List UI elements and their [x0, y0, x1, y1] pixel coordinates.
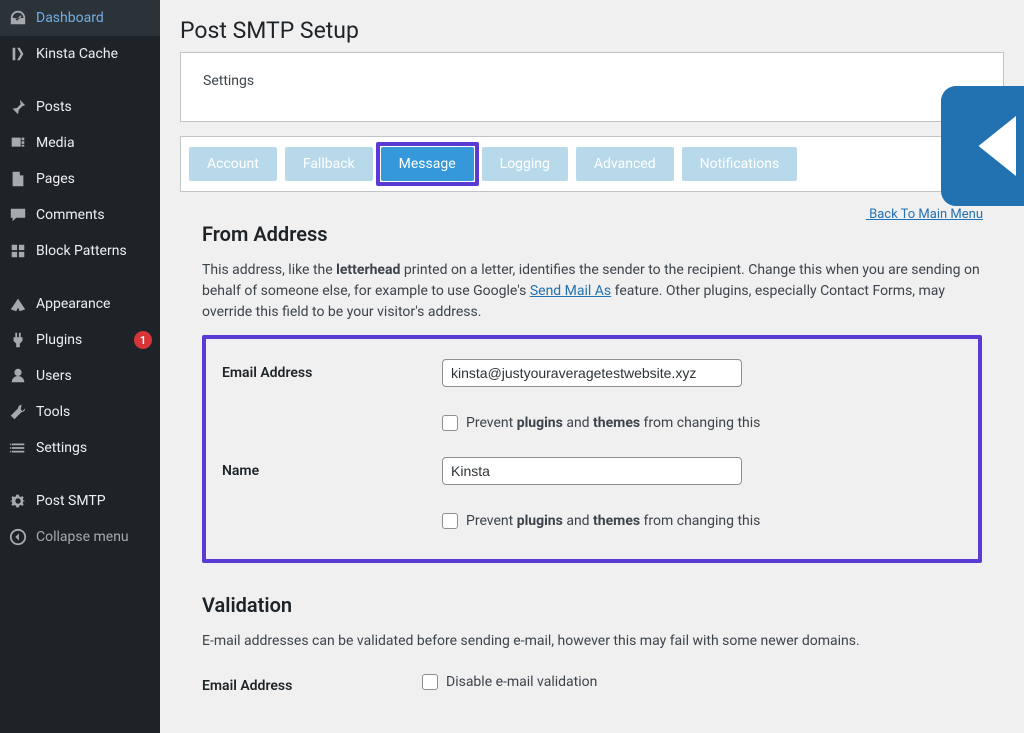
checkbox-disable-validation[interactable]	[422, 674, 438, 690]
sidebar-item-label: Block Patterns	[36, 243, 152, 259]
label-name: Name	[222, 457, 442, 479]
sidebar-item-block-patterns[interactable]: Block Patterns	[0, 233, 160, 269]
sidebar-separator	[0, 275, 160, 280]
input-name[interactable]	[442, 457, 742, 485]
plugins-icon	[8, 330, 28, 350]
tab-advanced[interactable]: Advanced	[576, 147, 674, 181]
sidebar-item-kinsta-cache[interactable]: Kinsta Cache	[0, 36, 160, 72]
label-disable-validation[interactable]: Disable e-mail validation	[446, 674, 597, 690]
collapse-icon	[8, 527, 28, 547]
label-prevent-name-change[interactable]: Prevent plugins and themes from changing…	[466, 513, 760, 529]
arrow-left-box-icon	[851, 71, 866, 86]
section-validation: Validation E-mail addresses can be valid…	[202, 593, 982, 708]
validation-description: E-mail addresses can be validated before…	[202, 631, 982, 652]
sidebar-item-label: Post SMTP	[36, 493, 152, 509]
input-email-address[interactable]	[442, 359, 742, 387]
label-prevent-email-change[interactable]: Prevent plugins and themes from changing…	[466, 415, 760, 431]
settings-icon	[8, 438, 28, 458]
sidebar-item-post-smtp[interactable]: Post SMTP	[0, 483, 160, 519]
tab-message[interactable]: Message	[381, 147, 474, 181]
kinsta-icon	[8, 44, 28, 64]
back-to-main-link[interactable]: Back To Main Menu	[851, 71, 983, 222]
sidebar-item-appearance[interactable]: Appearance	[0, 286, 160, 322]
appearance-icon	[8, 294, 28, 314]
sidebar-item-label: Dashboard	[36, 10, 152, 26]
from-address-highlight-box: Email Address Prevent plugins and themes…	[202, 335, 982, 563]
from-address-heading: From Address	[202, 222, 982, 246]
sidebar-separator	[0, 472, 160, 477]
tab-account[interactable]: Account	[189, 147, 277, 181]
sidebar-item-users[interactable]: Users	[0, 358, 160, 394]
pin-icon	[8, 97, 28, 117]
page-title: Post SMTP Setup	[180, 8, 1004, 52]
media-icon	[8, 133, 28, 153]
tab-highlight-border	[376, 142, 479, 186]
row-disable-validation: Disable e-mail validation	[422, 672, 982, 700]
section-from-address: From Address This address, like the lett…	[202, 222, 982, 563]
dashboard-icon	[8, 8, 28, 28]
sidebar-item-label: Pages	[36, 171, 152, 187]
sidebar-item-label: Media	[36, 135, 152, 151]
sidebar-item-label: Settings	[36, 440, 152, 456]
label-email-address: Email Address	[222, 359, 442, 381]
settings-card: Settings Back To Main Menu	[180, 52, 1004, 122]
tools-icon	[8, 402, 28, 422]
sidebar-item-posts[interactable]: Posts	[0, 89, 160, 125]
comments-icon	[8, 205, 28, 225]
sidebar-item-label: Appearance	[36, 296, 152, 312]
row-prevent-email-change: Prevent plugins and themes from changing…	[442, 407, 962, 441]
tab-logging[interactable]: Logging	[482, 147, 568, 181]
admin-sidebar: Dashboard Kinsta Cache Posts Media Pages Comm…	[0, 0, 160, 733]
update-badge: 1	[134, 331, 152, 349]
send-mail-as-link[interactable]: Send Mail As	[530, 283, 611, 299]
gear-icon	[8, 491, 28, 511]
sidebar-item-label: Plugins	[36, 332, 130, 348]
sidebar-item-collapse-menu[interactable]: Collapse menu	[0, 519, 160, 555]
main-content: Post SMTP Setup Settings Back To Main Me…	[160, 0, 1024, 733]
validation-heading: Validation	[202, 593, 982, 617]
sidebar-item-label: Kinsta Cache	[36, 46, 152, 62]
row-prevent-name-change: Prevent plugins and themes from changing…	[442, 505, 962, 539]
sidebar-item-media[interactable]: Media	[0, 125, 160, 161]
sidebar-item-pages[interactable]: Pages	[0, 161, 160, 197]
sidebar-item-label: Users	[36, 368, 152, 384]
from-address-description: This address, like the letterhead printe…	[202, 260, 982, 323]
back-to-main-label: Back To Main Menu	[869, 207, 983, 222]
tab-notifications[interactable]: Notifications	[682, 147, 798, 181]
sidebar-item-settings[interactable]: Settings	[0, 430, 160, 466]
sidebar-item-tools[interactable]: Tools	[0, 394, 160, 430]
row-name: Name Prevent plugins and themes from cha…	[222, 449, 962, 547]
sidebar-item-dashboard[interactable]: Dashboard	[0, 0, 160, 36]
row-email-address: Email Address Prevent plugins and themes…	[222, 351, 962, 449]
users-icon	[8, 366, 28, 386]
checkbox-prevent-name-change[interactable]	[442, 513, 458, 529]
sidebar-item-plugins[interactable]: Plugins1	[0, 322, 160, 358]
label-validation-email: Email Address	[202, 672, 422, 694]
blocks-icon	[8, 241, 28, 261]
sidebar-item-label: Posts	[36, 99, 152, 115]
pages-icon	[8, 169, 28, 189]
sidebar-item-label: Collapse menu	[36, 529, 152, 545]
sidebar-item-label: Comments	[36, 207, 152, 223]
checkbox-prevent-email-change[interactable]	[442, 415, 458, 431]
tab-content: From Address This address, like the lett…	[180, 222, 1004, 733]
sidebar-separator	[0, 78, 160, 83]
sidebar-item-comments[interactable]: Comments	[0, 197, 160, 233]
sidebar-item-label: Tools	[36, 404, 152, 420]
row-validation-email: Email Address Disable e-mail validation	[202, 664, 982, 708]
tab-fallback[interactable]: Fallback	[285, 147, 373, 181]
